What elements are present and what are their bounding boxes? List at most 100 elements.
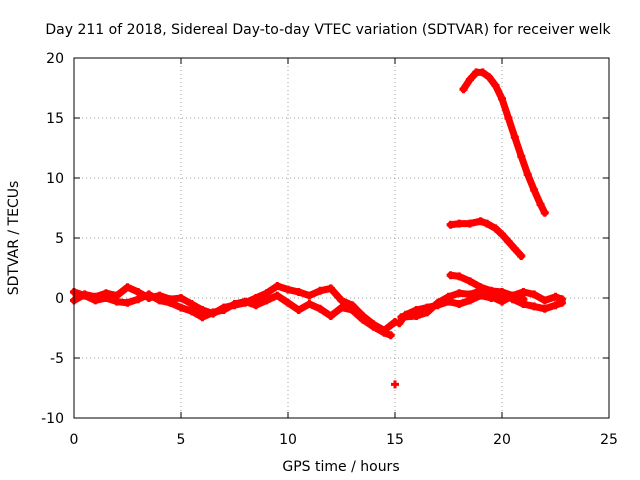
y-axis-label: SDTVAR / TECUs [6,181,22,296]
data-point [369,322,378,331]
data-point [476,283,485,292]
y-tick-label: 0 [55,291,64,307]
data-point [504,237,513,246]
data-point [123,283,132,292]
data-point [465,219,474,228]
data-point [465,290,474,299]
data-point [337,296,346,305]
data-point [455,300,464,308]
data-point [530,302,539,311]
data-point [536,200,545,209]
data-point [80,291,89,300]
series-track-falling [446,271,528,304]
data-points [70,68,566,389]
data-point [498,230,506,239]
x-tick-label: 15 [386,432,404,448]
data-point [412,312,421,320]
x-tick-labels: 0 5 10 15 20 25 [70,432,618,448]
data-point [433,298,442,307]
data-point [459,85,468,94]
data-point [177,303,185,312]
series-track-recovery-b [397,286,566,322]
data-point [134,295,143,304]
data-point [305,291,314,300]
data-point [491,224,500,233]
data-point [187,307,196,316]
data-point [241,297,250,306]
x-tick-label: 10 [279,432,297,448]
grid [74,58,609,418]
x-tick-label: 5 [177,432,186,448]
data-point [358,315,367,324]
data-point [478,68,487,77]
data-point [219,306,228,314]
data-point [273,291,282,300]
data-point [504,114,513,122]
series-track-mid-arc [446,217,526,260]
data-point [386,331,395,340]
data-point [530,290,539,299]
data-point [540,304,549,313]
data-point [316,304,325,313]
data-point [391,380,399,389]
data-point [498,94,506,103]
data-point [294,306,303,314]
data-point [517,152,526,161]
data-point [337,303,346,312]
data-point [91,296,100,305]
y-tick-label: 15 [46,111,64,127]
data-point [446,220,455,229]
data-point [444,292,453,301]
series-trace [447,217,525,260]
data-point [423,308,432,317]
y-tick-label: 10 [46,171,64,187]
data-point [476,217,485,226]
data-point [455,219,464,228]
data-point [326,284,335,293]
y-tick-label: 5 [55,231,64,247]
data-point [144,290,153,299]
data-point [508,291,517,300]
data-point [498,288,506,296]
data-point [326,312,335,320]
data-point [209,308,218,317]
x-tick-label: 20 [493,432,511,448]
series-outlier [391,380,399,389]
data-point [523,170,532,179]
data-point [395,319,404,328]
data-point [498,297,506,306]
data-point [491,81,500,90]
data-point [198,313,207,322]
data-point [294,288,303,296]
data-point [251,294,260,302]
data-point [530,186,539,194]
data-point [551,301,560,310]
y-tick-labels: -10 -5 0 5 10 15 20 [41,51,64,427]
data-point [510,244,519,253]
data-point [177,294,185,302]
data-point [446,271,455,280]
data-point [483,219,492,228]
data-point [305,300,314,308]
data-point [262,289,271,298]
data-point [187,300,196,308]
data-point [251,301,260,310]
data-point [510,133,519,142]
data-point [112,297,121,306]
data-point [134,288,143,296]
y-tick-label: -5 [50,351,64,367]
data-point [540,296,549,305]
data-point [284,298,292,307]
y-tick-label: 20 [46,51,64,67]
data-point [155,296,164,305]
data-point [519,295,528,304]
chart-title: Day 211 of 2018, Sidereal Day-to-day VTE… [45,22,611,38]
data-point [198,306,207,314]
plot-frame [73,57,610,419]
data-point [485,73,494,82]
data-point [316,286,325,295]
data-point [465,277,474,286]
data-point [123,298,132,307]
data-point [551,292,560,301]
data-point [273,282,282,290]
